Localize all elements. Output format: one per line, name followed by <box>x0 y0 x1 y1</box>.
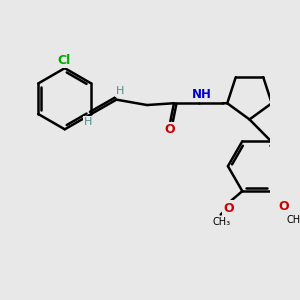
Text: CH₃: CH₃ <box>286 215 300 225</box>
Text: H: H <box>84 117 93 127</box>
Text: O: O <box>164 123 175 136</box>
Text: O: O <box>224 202 234 215</box>
Text: NH: NH <box>192 88 212 101</box>
Text: Cl: Cl <box>57 54 70 67</box>
Text: CH₃: CH₃ <box>213 217 231 227</box>
Text: O: O <box>278 200 289 213</box>
Text: H: H <box>116 85 124 96</box>
